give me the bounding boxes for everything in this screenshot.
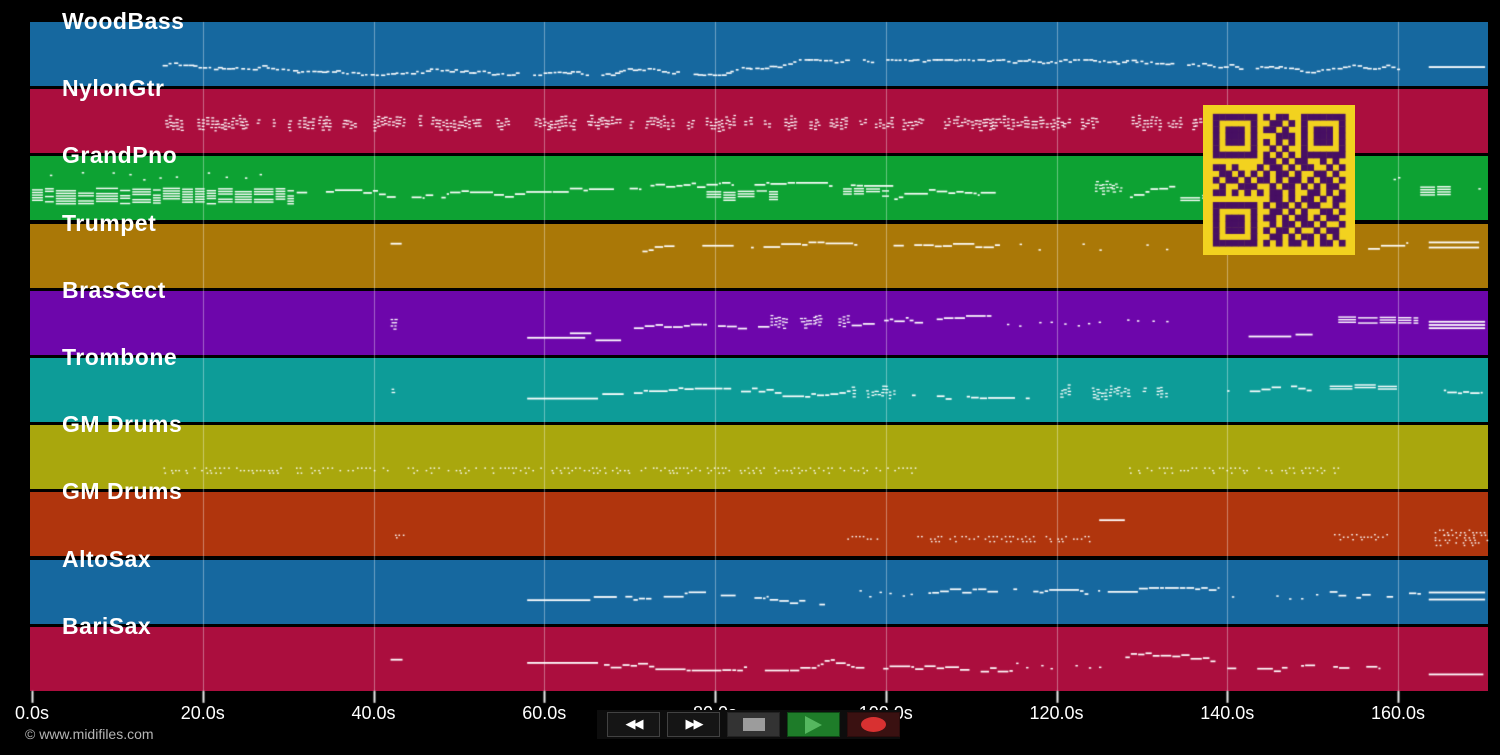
play-button[interactable]: [787, 712, 840, 737]
record-icon: [861, 717, 886, 732]
transport-controls: ◀◀ ▶▶: [597, 710, 900, 739]
play-icon: [805, 715, 822, 734]
fast-forward-button[interactable]: ▶▶: [667, 712, 720, 737]
record-button[interactable]: [847, 712, 900, 737]
stop-icon: [742, 718, 765, 731]
rewind-button[interactable]: ◀◀: [607, 712, 660, 737]
rewind-icon: ◀◀: [625, 717, 644, 732]
qr-code: [1203, 105, 1355, 255]
fast-forward-icon: ▶▶: [685, 717, 704, 732]
stop-button[interactable]: [727, 712, 780, 737]
